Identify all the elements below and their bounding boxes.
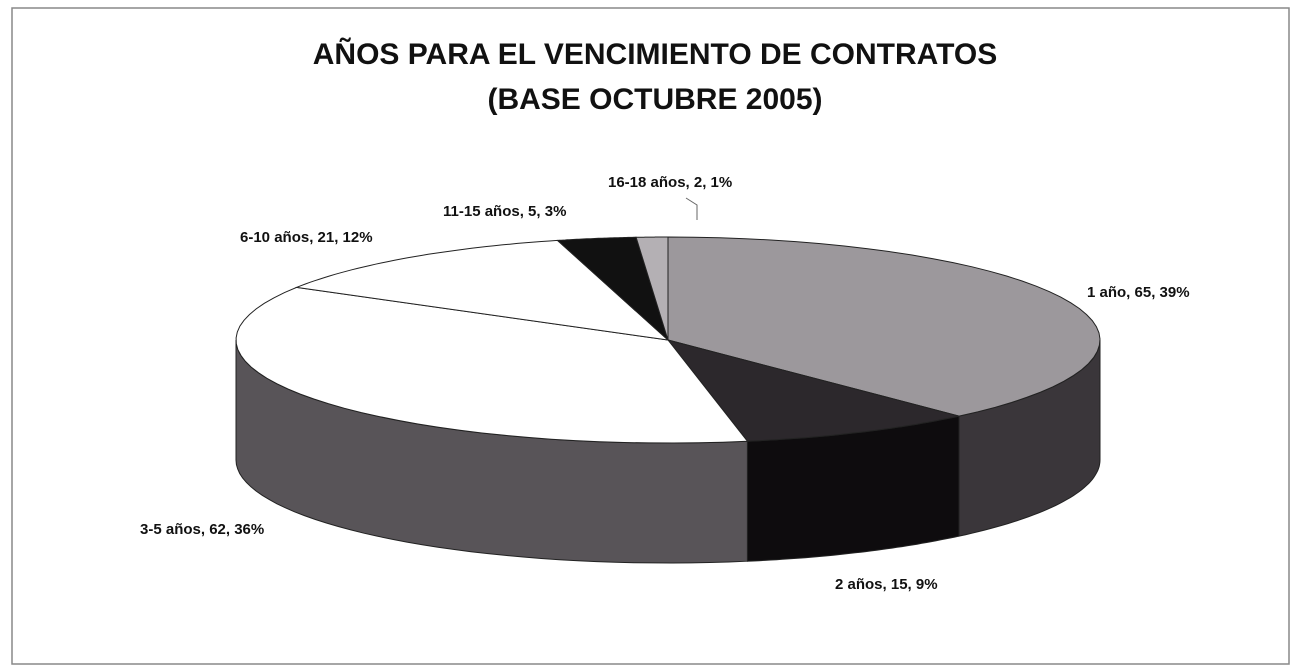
- data-label: 6-10 años, 21, 12%: [240, 229, 373, 246]
- data-label: 3-5 años, 62, 36%: [140, 521, 264, 538]
- data-label: 2 años, 15, 9%: [835, 576, 938, 593]
- data-label: 11-15 años, 5, 3%: [443, 203, 566, 220]
- pie-slice: [667, 236, 1101, 417]
- pie-slice: [235, 286, 749, 444]
- chart-title: (BASE OCTUBRE 2005): [487, 83, 822, 116]
- chart-title: AÑOS PARA EL VENCIMIENTO DE CONTRATOS: [313, 37, 998, 71]
- leader-line: [685, 197, 698, 220]
- data-label: 16-18 años, 2, 1%: [608, 174, 732, 191]
- pie-slice: [294, 239, 670, 341]
- pie-slice: [556, 236, 670, 342]
- pie-slice: [635, 236, 669, 341]
- data-label: 1 año, 65, 39%: [1087, 284, 1190, 301]
- pie-slice: [666, 339, 960, 442]
